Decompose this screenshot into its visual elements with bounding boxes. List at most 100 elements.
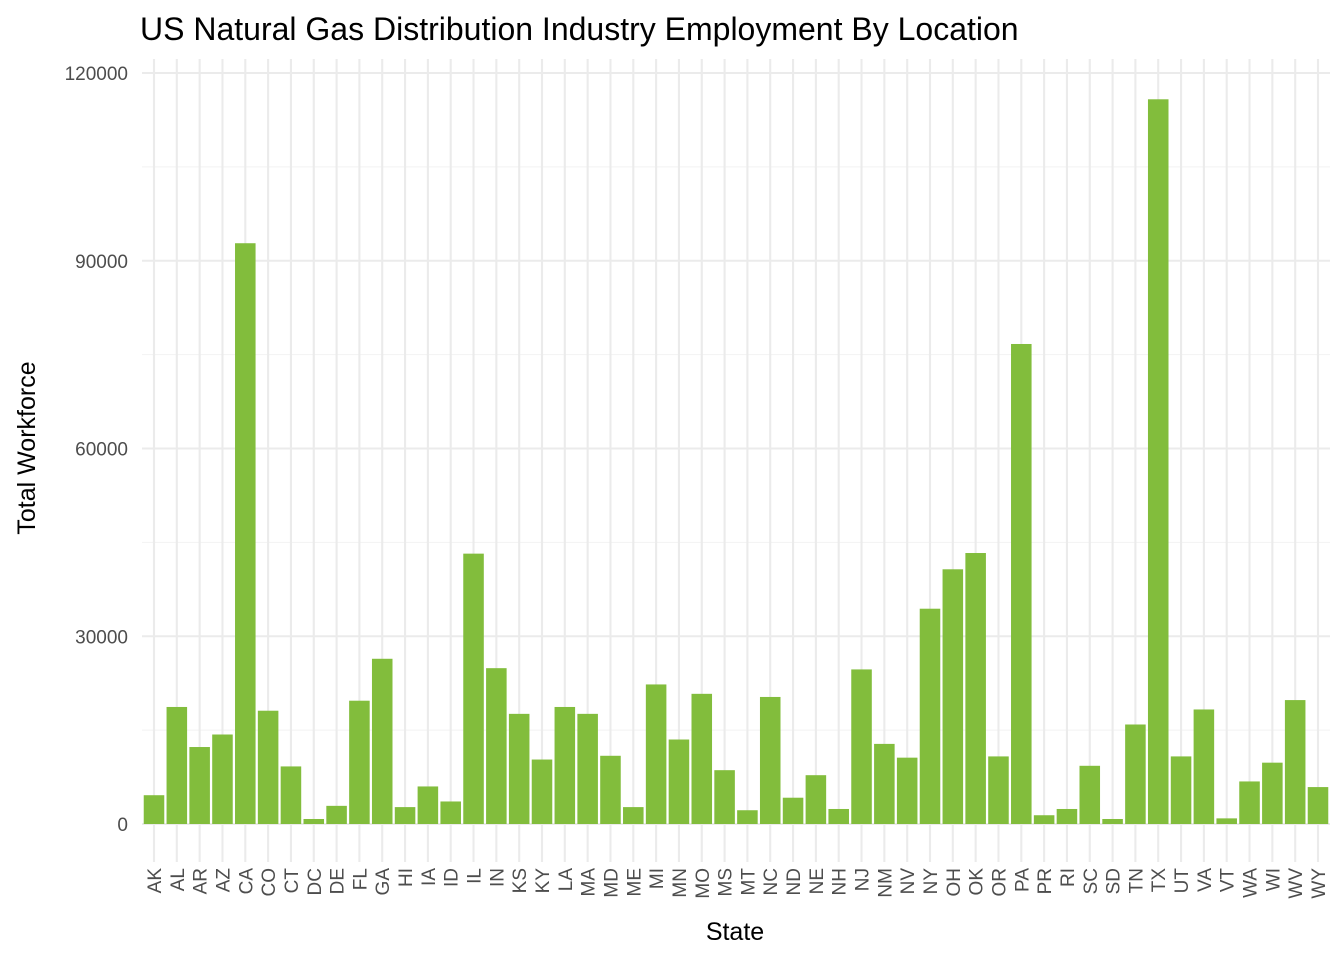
x-tick-label: ME (624, 868, 645, 897)
x-axis-title: State (706, 918, 764, 946)
x-tick-label: VA (1195, 868, 1216, 892)
bar-la (554, 706, 576, 824)
x-tick-label: MA (579, 868, 600, 897)
x-tick-label: WA (1241, 868, 1262, 898)
x-tick-label: MT (738, 868, 759, 896)
bar-id (440, 801, 461, 824)
bars (143, 99, 1329, 824)
bar-ne (805, 775, 827, 824)
x-tick-label: VT (1218, 868, 1239, 893)
bar-ky (531, 759, 553, 824)
bar-nd (782, 797, 804, 824)
x-tick-label: PR (1035, 868, 1056, 894)
x-tick-label: MN (670, 868, 691, 898)
y-tick-label: 60000 (75, 440, 128, 461)
x-tick-label: WV (1286, 868, 1307, 899)
bar-me (623, 807, 644, 824)
x-tick-label: IL (465, 868, 486, 884)
x-tick-label: KS (510, 868, 531, 893)
x-tick-label: DC (305, 868, 326, 895)
bar-wy (1307, 787, 1329, 824)
x-tick-label: TN (1126, 868, 1147, 893)
bar-md (600, 755, 621, 824)
bar-al (166, 706, 188, 824)
x-tick-label: OH (944, 868, 965, 897)
x-tick-label: AZ (213, 868, 234, 893)
bar-wa (1239, 781, 1260, 824)
bar-sc (1079, 765, 1101, 824)
bar-ct (280, 766, 302, 824)
x-tick-label: NE (807, 868, 828, 894)
bar-ga (371, 658, 393, 824)
x-tick-label: MI (647, 868, 668, 889)
x-tick-label: NM (875, 868, 896, 898)
bar-sd (1102, 818, 1123, 824)
x-tick-label: ND (784, 868, 805, 895)
x-tick-label: CO (259, 868, 280, 897)
x-tick-label: SD (1104, 868, 1125, 894)
bar-ut (1170, 756, 1192, 824)
bar-vt (1216, 818, 1237, 824)
x-tick-label: OK (967, 868, 988, 896)
x-tick-label: TX (1149, 868, 1170, 893)
bar-ms (714, 770, 735, 824)
bar-mi (645, 684, 667, 824)
bar-dc (303, 818, 325, 824)
bar-oh (942, 569, 964, 824)
x-tick-label: NH (830, 868, 851, 895)
x-tick-label: CA (236, 868, 257, 895)
y-tick-label: 120000 (65, 64, 128, 85)
y-axis-title: Total Workforce (13, 361, 41, 534)
x-tick-label: GA (373, 868, 394, 896)
y-tick-label: 90000 (75, 252, 128, 273)
bar-az (212, 734, 233, 824)
y-axis-ticks: 0 30000 60000 90000 120000 (65, 64, 128, 836)
x-tick-label: LA (556, 868, 577, 892)
bar-ri (1056, 808, 1078, 824)
bar-va (1193, 709, 1215, 824)
x-tick-label: CT (282, 868, 303, 894)
bar-or (988, 756, 1009, 824)
chart-title: US Natural Gas Distribution Industry Emp… (140, 11, 1019, 47)
x-tick-label: IN (487, 868, 508, 887)
x-tick-label: AR (191, 868, 212, 894)
bar-ar (189, 747, 210, 824)
x-tick-label: AL (168, 868, 189, 891)
bar-co (257, 710, 279, 824)
bar-tx (1147, 99, 1169, 824)
bar-in (486, 668, 507, 824)
bar-wi (1262, 762, 1283, 824)
x-tick-label: UT (1172, 868, 1193, 894)
x-tick-label: DE (328, 868, 349, 894)
bar-wv (1284, 700, 1306, 824)
x-tick-label: SC (1081, 868, 1102, 894)
bar-ia (417, 786, 439, 824)
x-tick-label: WI (1263, 868, 1284, 891)
bar-ok (965, 553, 986, 824)
x-tick-label: ID (442, 868, 463, 887)
bar-hi (394, 807, 416, 824)
x-tick-label: AK (145, 868, 166, 894)
bar-fl (349, 700, 370, 824)
x-tick-label: HI (396, 868, 417, 887)
x-tick-label: KY (533, 868, 554, 894)
bar-ca (235, 243, 256, 824)
bar-mt (737, 810, 758, 824)
x-tick-label: NV (898, 868, 919, 895)
bar-de (326, 805, 347, 824)
x-tick-label: PA (1012, 868, 1033, 892)
bar-nv (896, 757, 918, 824)
x-tick-label: MS (716, 868, 737, 897)
x-tick-label: NY (921, 868, 942, 895)
bar-ma (577, 713, 598, 824)
x-tick-label: RI (1058, 868, 1079, 887)
bar-ak (143, 795, 165, 824)
bar-il (463, 553, 484, 824)
bar-pa (1011, 343, 1032, 824)
y-tick-label: 30000 (75, 627, 128, 648)
x-tick-label: WY (1309, 868, 1330, 899)
bar-ks (508, 713, 530, 824)
y-tick-label: 0 (117, 815, 128, 836)
x-tick-label: MO (693, 868, 714, 899)
